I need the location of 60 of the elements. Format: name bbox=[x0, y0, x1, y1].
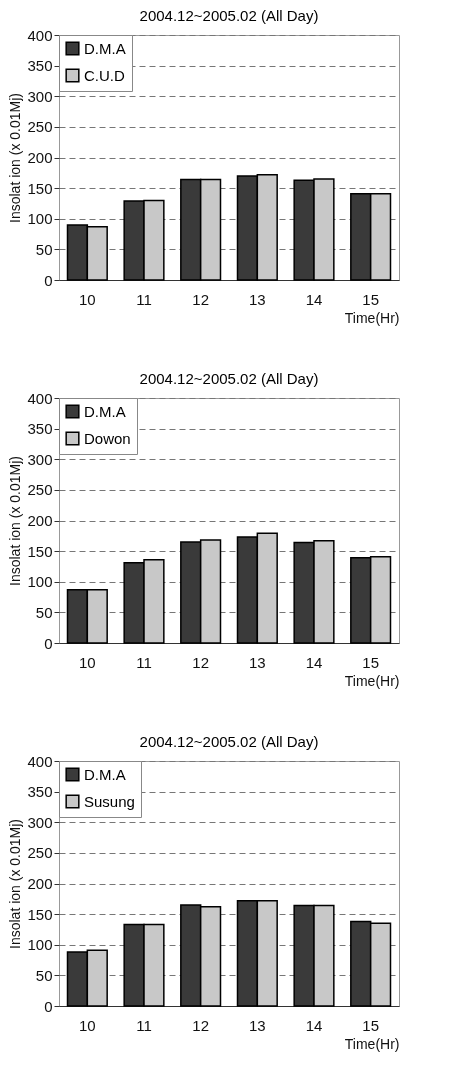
y-tick-label: 0 bbox=[44, 271, 53, 289]
legend-label: Susung bbox=[84, 792, 135, 810]
y-tick-label: 200 bbox=[27, 875, 53, 892]
x-tick-label: 14 bbox=[305, 1016, 323, 1034]
y-axis-title: Insolat ion (x 0.01Mj) bbox=[7, 456, 24, 586]
x-tick-label: 12 bbox=[192, 290, 210, 308]
y-tick-label: 100 bbox=[27, 936, 53, 954]
x-tick-label: 15 bbox=[362, 653, 380, 671]
y-tick-label: 0 bbox=[44, 997, 53, 1015]
legend-label: Dowon bbox=[84, 429, 131, 447]
x-tick-label: 10 bbox=[78, 653, 96, 671]
y-tick-label: 0 bbox=[44, 634, 53, 652]
x-tick-label: 10 bbox=[78, 290, 96, 308]
x-tick-label: 13 bbox=[248, 1016, 266, 1034]
legend-label: D.M.A bbox=[84, 39, 126, 57]
y-axis-title: Insolat ion (x 0.01Mj) bbox=[7, 93, 24, 223]
y-tick-label: 250 bbox=[27, 118, 53, 136]
y-tick-label: 300 bbox=[27, 450, 53, 468]
x-axis-title: Time(Hr) bbox=[344, 1035, 400, 1052]
legend-label: D.M.A bbox=[84, 402, 126, 420]
x-tick-label: 10 bbox=[78, 1016, 96, 1034]
x-tick-label: 15 bbox=[362, 1016, 380, 1034]
x-tick-label: 12 bbox=[192, 653, 210, 671]
y-tick-label: 300 bbox=[27, 813, 53, 831]
legend-label: D.M.A bbox=[84, 765, 126, 783]
y-tick-label: 150 bbox=[27, 905, 53, 923]
y-tick-label: 400 bbox=[27, 752, 53, 770]
chart-title: 2004.12~2005.02 (All Day) bbox=[139, 370, 319, 387]
y-tick-label: 400 bbox=[27, 26, 53, 44]
y-tick-label: 100 bbox=[27, 573, 53, 591]
y-tick-label: 350 bbox=[27, 783, 53, 801]
y-tick-label: 50 bbox=[35, 240, 53, 258]
y-tick-label: 200 bbox=[27, 512, 53, 529]
y-axis-title: Insolat ion (x 0.01Mj) bbox=[7, 819, 24, 949]
x-tick-label: 11 bbox=[136, 1016, 152, 1034]
y-tick-label: 350 bbox=[27, 57, 53, 75]
y-tick-label: 150 bbox=[27, 542, 53, 560]
y-tick-label: 350 bbox=[27, 420, 53, 438]
x-axis-title: Time(Hr) bbox=[344, 672, 400, 689]
x-tick-label: 13 bbox=[248, 653, 266, 671]
x-tick-label: 14 bbox=[305, 653, 323, 671]
x-tick-label: 12 bbox=[192, 1016, 210, 1034]
chart-title: 2004.12~2005.02 (All Day) bbox=[139, 733, 319, 750]
y-tick-label: 300 bbox=[27, 87, 53, 105]
x-tick-label: 11 bbox=[136, 290, 152, 308]
y-tick-label: 150 bbox=[27, 179, 53, 197]
y-tick-label: 250 bbox=[27, 481, 53, 499]
y-tick-label: 250 bbox=[27, 844, 53, 862]
x-tick-label: 15 bbox=[362, 290, 380, 308]
legend-label: C.U.D bbox=[84, 66, 125, 84]
x-tick-label: 11 bbox=[136, 653, 152, 671]
chart-title: 2004.12~2005.02 (All Day) bbox=[139, 7, 319, 24]
x-tick-label: 14 bbox=[305, 290, 323, 308]
y-tick-label: 200 bbox=[27, 149, 53, 166]
y-tick-label: 100 bbox=[27, 210, 53, 228]
y-tick-label: 50 bbox=[35, 966, 53, 984]
y-tick-label: 50 bbox=[35, 603, 53, 621]
x-tick-label: 13 bbox=[248, 290, 266, 308]
x-axis-title: Time(Hr) bbox=[344, 309, 400, 326]
y-tick-label: 400 bbox=[27, 389, 53, 407]
